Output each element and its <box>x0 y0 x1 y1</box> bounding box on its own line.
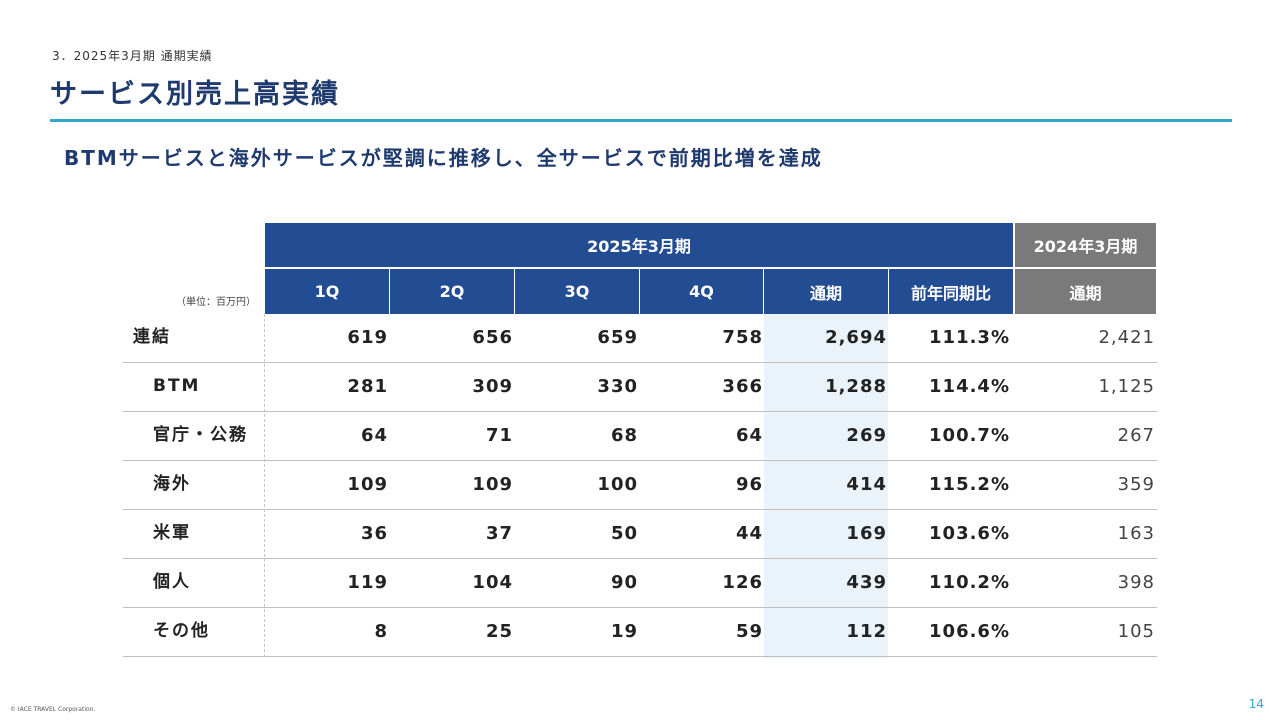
cell-2q: 71 <box>485 425 513 446</box>
cell-1q: 64 <box>360 425 388 446</box>
cell-1q: 109 <box>347 474 388 495</box>
cell-4q: 96 <box>735 474 763 495</box>
cell-3q: 100 <box>597 474 638 495</box>
row-label: 海外 <box>153 474 191 494</box>
cell-1q: 281 <box>347 376 388 397</box>
column-header-prev-full-year: 通期 <box>1015 269 1156 314</box>
cell-full-year: 1,288 <box>825 376 887 397</box>
column-header-1q: 1Q <box>265 269 390 314</box>
table-row-other: その他 8 25 19 59 112 106.6% 105 <box>123 607 1157 657</box>
cell-4q: 59 <box>735 621 763 642</box>
table-row-individual: 個人 119 104 90 126 439 110.2% 398 <box>123 558 1157 608</box>
group-header-previous: 2024年3月期 <box>1015 223 1156 267</box>
column-header-yoy: 前年同期比 <box>889 269 1013 314</box>
row-label: 連結 <box>133 327 171 347</box>
cell-yoy: 106.6% <box>929 621 1010 642</box>
row-label: 官庁・公務 <box>153 425 248 445</box>
table-row-us-military: 米軍 36 37 50 44 169 103.6% 163 <box>123 509 1157 559</box>
cell-full-year: 439 <box>846 572 887 593</box>
cell-yoy: 103.6% <box>929 523 1010 544</box>
cell-yoy: 111.3% <box>929 327 1010 348</box>
page-number: 14 <box>1248 697 1264 711</box>
cell-3q: 330 <box>597 376 638 397</box>
cell-yoy: 110.2% <box>929 572 1010 593</box>
cell-4q: 44 <box>735 523 763 544</box>
subtitle: BTMサービスと海外サービスが堅調に推移し、全サービスで前期比増を達成 <box>64 146 823 170</box>
table-row-consolidated: 連結 619 656 659 758 2,694 111.3% 2,421 <box>123 313 1157 363</box>
group-header-current: 2025年3月期 <box>265 223 1013 267</box>
cell-prev-full-year: 359 <box>1117 474 1155 495</box>
table-row-government: 官庁・公務 64 71 68 64 269 100.7% 267 <box>123 411 1157 461</box>
column-header-3q: 3Q <box>515 269 640 314</box>
cell-4q: 366 <box>722 376 763 397</box>
full-year-highlight-band <box>764 314 888 658</box>
cell-2q: 37 <box>485 523 513 544</box>
cell-3q: 90 <box>610 572 638 593</box>
cell-full-year: 269 <box>846 425 887 446</box>
cell-prev-full-year: 267 <box>1117 425 1155 446</box>
cell-1q: 36 <box>360 523 388 544</box>
cell-yoy: 115.2% <box>929 474 1010 495</box>
section-label: 3．2025年3月期 通期実績 <box>52 49 213 63</box>
cell-3q: 68 <box>610 425 638 446</box>
cell-1q: 8 <box>374 621 388 642</box>
cell-yoy: 114.4% <box>929 376 1010 397</box>
column-header-full-year: 通期 <box>764 269 889 314</box>
cell-full-year: 169 <box>846 523 887 544</box>
column-header-2q: 2Q <box>390 269 515 314</box>
cell-full-year: 2,694 <box>825 327 887 348</box>
cell-prev-full-year: 398 <box>1117 572 1155 593</box>
cell-prev-full-year: 105 <box>1117 621 1155 642</box>
cell-2q: 25 <box>485 621 513 642</box>
cell-3q: 50 <box>610 523 638 544</box>
cell-2q: 656 <box>472 327 513 348</box>
cell-2q: 104 <box>472 572 513 593</box>
cell-yoy: 100.7% <box>929 425 1010 446</box>
row-label: 米軍 <box>153 523 191 543</box>
cell-full-year: 414 <box>846 474 887 495</box>
title-rule <box>50 119 1232 122</box>
page-title: サービス別売上高実績 <box>50 79 340 110</box>
footer-copyright: © IACE TRAVEL Corporation. <box>10 706 96 713</box>
cell-4q: 758 <box>722 327 763 348</box>
cell-full-year: 112 <box>846 621 887 642</box>
cell-4q: 64 <box>735 425 763 446</box>
row-label: 個人 <box>153 572 191 592</box>
column-header-4q: 4Q <box>640 269 764 314</box>
cell-3q: 19 <box>610 621 638 642</box>
label-column-divider <box>264 314 265 657</box>
cell-2q: 309 <box>472 376 513 397</box>
cell-1q: 619 <box>347 327 388 348</box>
row-label: その他 <box>153 621 210 641</box>
cell-2q: 109 <box>472 474 513 495</box>
cell-prev-full-year: 1,125 <box>1098 376 1155 397</box>
unit-note: （単位：百万円） <box>176 297 256 308</box>
table-row-overseas: 海外 109 109 100 96 414 115.2% 359 <box>123 460 1157 510</box>
cell-4q: 126 <box>722 572 763 593</box>
table-row-btm: BTM 281 309 330 366 1,288 114.4% 1,125 <box>123 362 1157 412</box>
cell-3q: 659 <box>597 327 638 348</box>
cell-prev-full-year: 163 <box>1117 523 1155 544</box>
cell-prev-full-year: 2,421 <box>1098 327 1155 348</box>
cell-1q: 119 <box>347 572 388 593</box>
row-label: BTM <box>153 376 201 396</box>
